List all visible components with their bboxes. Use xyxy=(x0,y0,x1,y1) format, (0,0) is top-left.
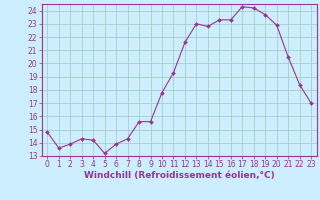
X-axis label: Windchill (Refroidissement éolien,°C): Windchill (Refroidissement éolien,°C) xyxy=(84,171,275,180)
